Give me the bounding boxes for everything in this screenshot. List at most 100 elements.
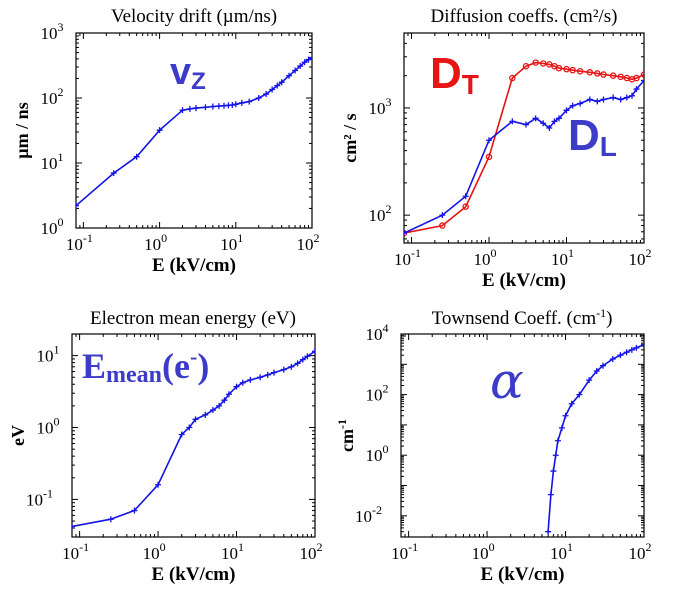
plot-frame — [71, 333, 316, 538]
y-tick-label: 102 — [41, 85, 64, 108]
chart-title: Electron mean energy (eV) — [90, 308, 296, 329]
data-point — [609, 355, 616, 362]
y-tick-label: 104 — [366, 321, 389, 344]
series-0 — [545, 341, 644, 535]
y-axis-label: eV — [8, 425, 28, 446]
data-point — [554, 437, 561, 444]
chart-townsend: Townsend Coeff. (cm-1) 10-1 100 101 102 10-2 1… — [335, 306, 652, 585]
data-point — [594, 98, 601, 105]
data-point — [202, 104, 209, 111]
data-point — [617, 96, 624, 103]
x-tick-label: 10-1 — [62, 540, 89, 563]
data-point — [278, 79, 285, 86]
y-tick-label: 102 — [369, 202, 392, 225]
data-point — [593, 368, 600, 375]
y-tick-label: 103 — [41, 20, 64, 43]
data-point — [131, 507, 138, 514]
plot-frame — [75, 32, 313, 229]
data-point — [599, 362, 606, 369]
y-tick-label: 100 — [37, 415, 60, 438]
data-point — [633, 74, 640, 82]
data-point — [617, 352, 624, 359]
data-point — [225, 391, 232, 398]
data-point — [221, 397, 228, 404]
data-point — [209, 407, 216, 414]
data-point — [509, 74, 516, 82]
y-tick-label: 10-2 — [355, 503, 382, 526]
data-point — [404, 230, 407, 237]
data-point — [216, 402, 223, 409]
data-point — [179, 107, 186, 114]
data-point — [600, 71, 607, 78]
x-tick-label: 100 — [474, 246, 497, 269]
x-tick-label: 101 — [220, 231, 243, 254]
data-point — [76, 202, 79, 209]
annotation-vz: vZ — [170, 51, 206, 95]
x-tick-label: 10-1 — [391, 540, 418, 563]
data-point — [532, 59, 539, 66]
data-point — [178, 431, 185, 438]
data-point — [288, 363, 295, 370]
chart-title: Townsend Coeff. (cm-1) — [432, 306, 613, 329]
plot-frame — [403, 32, 645, 244]
plot-frame — [400, 333, 645, 538]
data-point — [462, 193, 469, 200]
data-point — [439, 222, 446, 229]
x-axis-label: E (kV/cm) — [481, 564, 565, 585]
y-tick-label: 100 — [41, 215, 64, 238]
chart-meanenergy: Electron mean energy (eV) 10-1 100 101 102 10… — [8, 308, 323, 585]
data-point — [586, 69, 594, 76]
series-0 — [404, 59, 644, 237]
data-point — [522, 121, 529, 128]
data-point — [522, 62, 530, 70]
data-point — [209, 103, 216, 110]
data-point — [576, 391, 583, 398]
data-point — [552, 452, 559, 459]
data-point — [299, 356, 306, 363]
data-point — [202, 411, 209, 418]
data-point — [594, 70, 601, 77]
data-point — [192, 105, 199, 112]
data-point — [550, 468, 557, 475]
x-tick-label: 101 — [550, 540, 573, 563]
data-point — [540, 120, 547, 127]
data-point — [555, 115, 562, 122]
data-point — [292, 67, 299, 74]
data-point — [270, 369, 277, 376]
chart-title: Diffusion coeffs. (cm²/s) — [430, 6, 617, 27]
data-point — [257, 374, 264, 381]
data-point — [609, 72, 617, 79]
annotation-alpha: α — [490, 352, 524, 410]
data-point — [555, 64, 563, 72]
data-point — [562, 412, 569, 419]
chart-vdrift: Velocity drift (µm/ns)10-1 100 101 10210010… — [12, 6, 320, 276]
annotation-emean: Emean(e-) — [82, 344, 209, 388]
data-point — [558, 424, 565, 431]
data-point — [305, 56, 312, 63]
data-point — [286, 72, 293, 79]
data-point — [263, 91, 270, 98]
series-1 — [404, 77, 644, 237]
data-point — [563, 65, 570, 73]
data-point — [532, 115, 539, 122]
x-tick-label: 102 — [300, 540, 323, 563]
data-point — [586, 96, 593, 103]
x-tick-label: 102 — [629, 246, 652, 269]
data-point — [294, 360, 301, 367]
x-tick-label: 100 — [144, 231, 167, 254]
y-tick-label: 101 — [41, 150, 64, 173]
y-tick-label: 101 — [37, 343, 60, 366]
data-point — [186, 424, 193, 431]
data-point — [312, 348, 315, 355]
data-point — [233, 383, 240, 390]
data-point — [586, 377, 593, 384]
data-point — [192, 416, 199, 423]
data-point — [107, 516, 114, 523]
data-point — [569, 102, 576, 109]
data-point — [545, 528, 552, 535]
data-point — [232, 101, 239, 108]
x-tick-label: 100 — [143, 540, 166, 563]
y-axis-label: cm² / s — [340, 113, 360, 162]
y-tick-label: 102 — [366, 382, 389, 405]
